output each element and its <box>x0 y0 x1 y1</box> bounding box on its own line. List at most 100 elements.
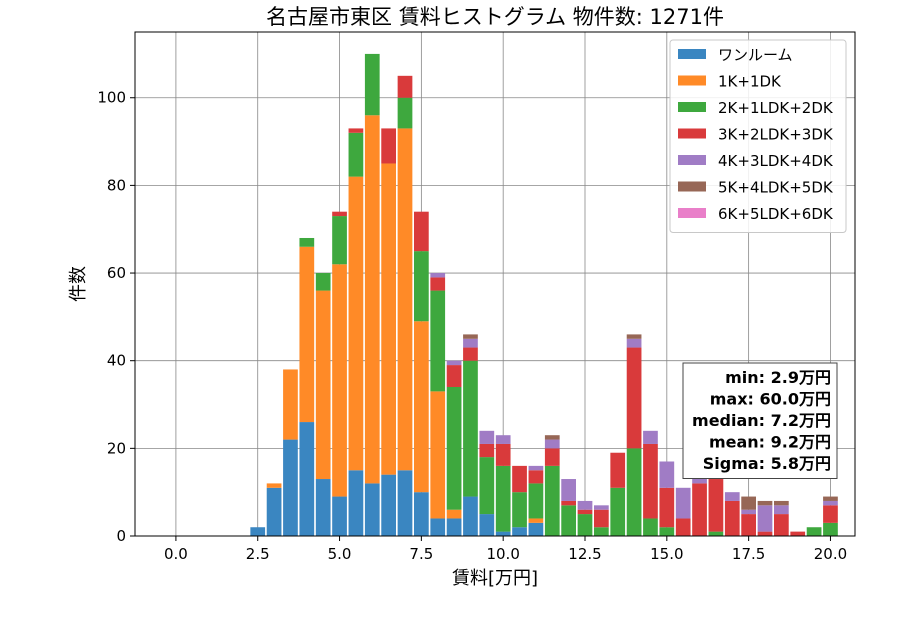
bar-segment <box>479 514 495 536</box>
bar-segment <box>315 290 331 480</box>
bar-segment <box>577 514 593 536</box>
bar-segment <box>332 496 347 536</box>
x-axis-label: 賃料[万円] <box>452 568 538 589</box>
bar-segment <box>823 505 838 523</box>
legend-swatch <box>678 102 706 112</box>
bar-segment <box>708 531 724 536</box>
bar-segment <box>741 514 756 536</box>
y-tick-label: 40 <box>107 352 126 370</box>
legend-swatch <box>678 208 706 218</box>
bar-segment <box>332 211 347 217</box>
bar-segment <box>495 531 511 536</box>
y-tick-label: 100 <box>97 89 126 107</box>
bar-segment <box>495 443 511 466</box>
bar-segment <box>315 273 331 291</box>
bar-segment <box>577 509 593 515</box>
x-tick-label: 15.0 <box>650 545 683 563</box>
x-tick-label: 10.0 <box>486 545 519 563</box>
legend-swatch <box>678 128 706 139</box>
bar-segment <box>414 251 429 322</box>
legend-label: 5K+4LDK+5DK <box>718 179 834 197</box>
bar-segment <box>430 277 446 291</box>
bar-segment <box>463 347 478 361</box>
bar-segment <box>299 246 315 423</box>
x-axis-ticks: 0.0 2.5 5.0 7.5 10.0 12.5 15.0 17.5 20.0 <box>164 536 847 563</box>
x-tick-label: 20.0 <box>814 545 847 563</box>
x-tick-label: 5.0 <box>328 545 352 563</box>
legend-label: 6K+5LDK+6DK <box>718 205 834 223</box>
bar-segment <box>528 518 544 523</box>
bar-segment <box>364 483 380 536</box>
legend-label: 3K+2LDK+3DK <box>718 126 834 144</box>
bar-segment <box>446 509 462 519</box>
bar-segment <box>266 487 282 536</box>
x-tick-label: 0.0 <box>164 545 188 563</box>
bar-segment <box>528 522 544 536</box>
bar-segment <box>544 448 560 466</box>
bar-segment <box>626 334 642 339</box>
stats-line: mean: 9.2万円 <box>709 433 831 452</box>
bar-segment <box>283 369 298 440</box>
legend-swatch <box>678 181 706 192</box>
chart-title: 名古屋市東区 賃料ヒストグラム 物件数: 1271件 <box>266 5 724 29</box>
legend: ワンルーム 1K+1DK 2K+1LDK+2DK 3K+2LDK+3DK 4K+3LDK… <box>669 39 847 233</box>
bar-segment <box>250 527 266 536</box>
x-tick-label: 2.5 <box>246 545 270 563</box>
y-axis-label: 件数 <box>68 266 89 302</box>
bar-segment <box>594 509 609 528</box>
bar-segment <box>495 435 511 444</box>
bar-segment <box>823 522 838 536</box>
bar-segment <box>414 211 429 252</box>
bar-segment <box>741 509 756 515</box>
bar-segment <box>397 97 413 129</box>
bar-segment <box>594 527 609 536</box>
y-tick-label: 0 <box>116 527 126 545</box>
bar-segment <box>283 439 298 536</box>
legend-label: ワンルーム <box>718 46 793 64</box>
bar-segment <box>724 492 740 501</box>
bar-segment <box>463 496 478 536</box>
bar-segment <box>806 527 822 536</box>
bar-segment <box>299 237 315 247</box>
legend-label: 2K+1LDK+2DK <box>718 99 834 117</box>
bar-segment <box>397 470 413 536</box>
bar-segment <box>430 391 446 519</box>
bar-segment <box>479 430 495 444</box>
y-axis-ticks: 0 20 40 60 80 100 <box>97 89 135 545</box>
bar-segment <box>446 365 462 387</box>
bar-segment <box>823 500 838 506</box>
y-tick-label: 20 <box>107 439 126 457</box>
stats-box: min: 2.9万円 max: 60.0万円 median: 7.2万円 mean: … <box>682 362 838 479</box>
bar-segment <box>430 290 446 392</box>
bar-segment <box>741 496 756 510</box>
bar-segment <box>577 500 593 510</box>
bar-segment <box>544 435 560 440</box>
bar-segment <box>790 531 806 536</box>
bar-segment <box>823 496 838 501</box>
bar-segment <box>561 500 576 506</box>
stats-line: median: 7.2万円 <box>692 411 831 430</box>
bar-segment <box>381 163 396 475</box>
bar-segment <box>675 487 691 519</box>
bar-segment <box>561 505 576 536</box>
bar-segment <box>626 338 642 348</box>
bar-segment <box>512 492 527 528</box>
bar-segment <box>348 470 364 536</box>
bar-segment <box>348 132 364 177</box>
bar-segment <box>594 505 609 510</box>
bar-segment <box>463 360 478 497</box>
bar-segment <box>643 518 658 536</box>
bar-segment <box>299 422 315 536</box>
bar-segment <box>659 527 675 536</box>
bar-segment <box>381 474 396 536</box>
bar-segment <box>528 465 544 471</box>
bar-segment <box>561 479 576 501</box>
bar-segment <box>414 492 429 536</box>
bar-segment <box>381 128 396 164</box>
bar-segment <box>397 128 413 471</box>
bar-segment <box>446 360 462 366</box>
legend-box <box>669 39 847 233</box>
stats-frame <box>682 362 838 479</box>
stats-line: Sigma: 5.8万円 <box>703 454 831 473</box>
bar-segment <box>414 321 429 493</box>
